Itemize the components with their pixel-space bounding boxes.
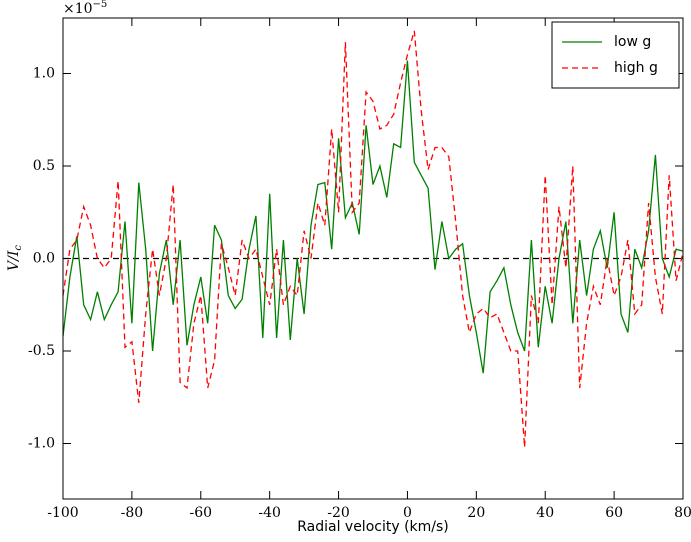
x-tick-label: -60 (190, 505, 213, 521)
x-tick-label: 60 (605, 505, 623, 521)
x-tick-label: 20 (467, 505, 485, 521)
data-line (62, 30, 684, 448)
legend-label: high g (614, 60, 658, 76)
x-tick-label: 40 (536, 505, 554, 521)
y-tick-label: -1.0 (28, 436, 55, 452)
y-tick-label: -0.5 (28, 343, 55, 359)
plot-frame (62, 17, 684, 500)
legend-label: low g (614, 34, 651, 50)
y-axis-label: V/Ic (6, 245, 24, 271)
x-tick-label: -100 (47, 505, 78, 521)
x-tick-label: -40 (258, 505, 281, 521)
legend: low g high g (551, 21, 680, 89)
data-line (62, 60, 684, 374)
y-tick-label: 1.0 (33, 66, 55, 82)
x-tick-label: 0 (403, 505, 412, 521)
x-tick-label: -80 (121, 505, 144, 521)
y-tick-label: 0.5 (33, 158, 55, 174)
y-tick-label: 0.0 (33, 251, 55, 267)
x-tick-label: 80 (674, 505, 691, 521)
x-axis-label: Radial velocity (km/s) (297, 519, 449, 535)
y-offset: ×10−5 (63, 0, 107, 17)
x-tick-label: -20 (327, 505, 350, 521)
legend-box (551, 21, 680, 89)
